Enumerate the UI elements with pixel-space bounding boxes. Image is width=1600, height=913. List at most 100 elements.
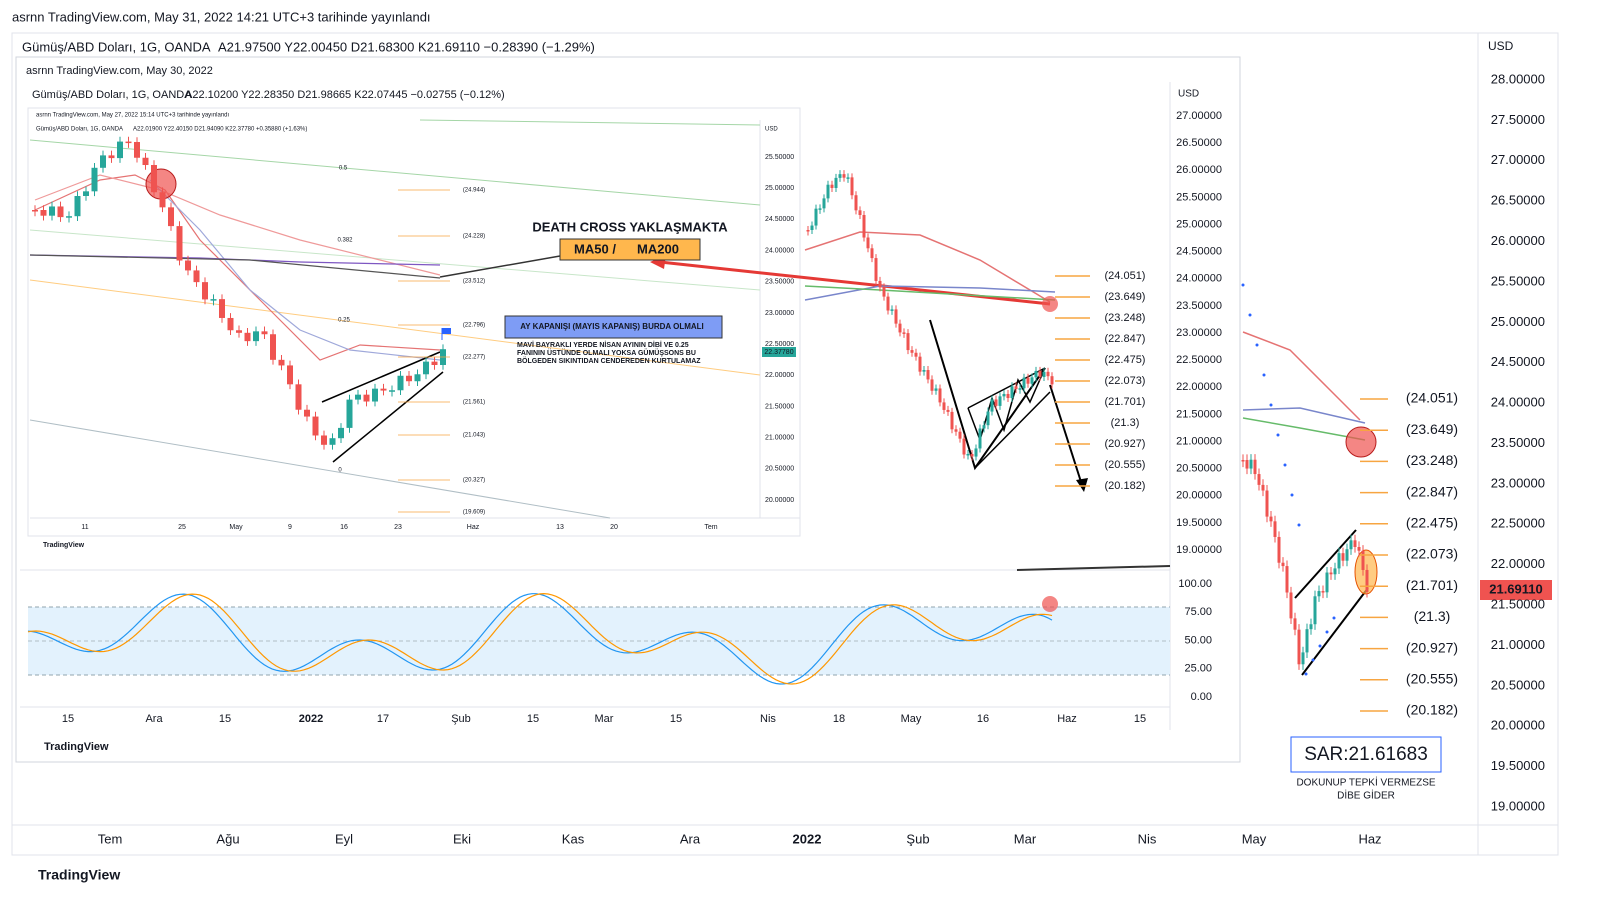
candle (806, 230, 810, 232)
stoch-tick-label: 100.00 (1178, 578, 1212, 590)
candle (810, 225, 814, 230)
candle (253, 331, 259, 342)
candle (886, 296, 890, 311)
label: USD (765, 127, 778, 133)
candle (850, 177, 854, 196)
sar-dot (1332, 616, 1336, 620)
candle (1261, 484, 1265, 491)
candle (1277, 536, 1281, 563)
brand: TradingView (44, 741, 109, 753)
candle (134, 141, 140, 158)
label: DOKUNUP TEPKİ VERMEZSE (1296, 776, 1435, 789)
y-tick-label: 26.00000 (1491, 233, 1545, 248)
candle (1018, 388, 1022, 390)
ma-line (1242, 407, 1366, 424)
candle (1050, 376, 1054, 385)
fib-label: (20.182) (1406, 702, 1458, 718)
candle (1253, 459, 1257, 475)
candle (858, 210, 862, 216)
y-tick-label: 28.00000 (1491, 71, 1545, 86)
candle (822, 198, 826, 209)
y-tick-label: 22.50000 (765, 341, 794, 348)
candle (922, 370, 926, 372)
x-tick-label: Nis (760, 713, 776, 725)
sar-dot (1255, 343, 1259, 347)
candle (874, 258, 878, 281)
candle (287, 365, 293, 385)
candle (193, 270, 200, 283)
ma-line (804, 285, 1056, 301)
fib-label: (22.847) (1105, 333, 1146, 345)
candle (270, 334, 276, 360)
candle (1281, 562, 1285, 567)
candle (1365, 569, 1369, 592)
y-tick-label: 19.00000 (1176, 544, 1222, 556)
arrow (659, 260, 1051, 306)
x-tick-label: Şub (451, 713, 471, 725)
ma-line (34, 174, 441, 276)
candle (66, 216, 72, 218)
candle (834, 177, 838, 188)
ma-line (149, 179, 441, 361)
y-tick-label: 24.50000 (1491, 354, 1545, 369)
candle (176, 226, 183, 261)
candle (814, 208, 818, 226)
fib-label: (23.248) (1406, 452, 1458, 468)
fib-label: (20.927) (1105, 438, 1146, 450)
channel-line (29, 229, 761, 291)
candle (338, 427, 344, 439)
candle (1305, 629, 1309, 653)
stoch-tick-label: 50.00 (1184, 634, 1212, 646)
candle (1014, 386, 1018, 390)
candle (838, 174, 842, 178)
fib-label: (20.327) (463, 478, 485, 484)
candle (870, 248, 874, 259)
x-tick-label: 20 (610, 524, 618, 531)
candle (1309, 624, 1313, 630)
x-tick-label: 15 (219, 713, 231, 725)
fib-label: (21.043) (463, 433, 485, 439)
candle (1349, 540, 1353, 550)
candle (1030, 377, 1034, 384)
price-label: 21.69110 (1489, 581, 1543, 596)
candle (998, 396, 1002, 406)
brand: TradingView (38, 867, 120, 883)
x-tick-label: 15 (1134, 713, 1146, 725)
candle (1317, 591, 1321, 597)
candle (898, 323, 902, 333)
candle (1293, 618, 1297, 630)
candle (1046, 371, 1050, 377)
fib-label: (20.555) (1105, 459, 1146, 471)
label: A21.97500 Y22.00450 D21.68300 K21.69110 … (218, 39, 595, 54)
x-tick-label: Haz (1358, 831, 1381, 846)
candle (295, 384, 302, 410)
y-tick-label: 26.50000 (1176, 137, 1222, 149)
candle (974, 448, 978, 457)
stoch-marker (1042, 596, 1058, 612)
y-tick-label: 24.00000 (1491, 395, 1545, 410)
y-tick-label: 23.50000 (1176, 300, 1222, 312)
candle (219, 299, 225, 318)
candle (1249, 459, 1253, 469)
channel-line (29, 419, 611, 519)
candle (321, 435, 327, 445)
fib-label: (21.701) (1406, 577, 1458, 593)
fib-label: (21.561) (463, 400, 485, 406)
candle (32, 210, 38, 212)
y-tick-label: 25.00000 (1491, 314, 1545, 329)
y-tick-label: 20.50000 (765, 466, 794, 473)
fib-label: (22.073) (1105, 375, 1146, 387)
cross-marker (1042, 296, 1058, 312)
fib-label: (19.609) (463, 510, 485, 516)
stoch-tick-label: 75.00 (1184, 606, 1212, 618)
y-tick-label: 21.50000 (1491, 596, 1545, 611)
candle (954, 429, 958, 432)
x-tick-label: 15 (670, 713, 682, 725)
candle (168, 207, 174, 227)
x-tick-label: Kas (562, 831, 585, 846)
y-tick-label: 26.00000 (1176, 164, 1222, 176)
candle (950, 411, 954, 430)
y-tick-label: 19.50000 (1491, 758, 1545, 773)
y-tick-label: 20.00000 (765, 497, 794, 504)
candle (1329, 572, 1333, 575)
